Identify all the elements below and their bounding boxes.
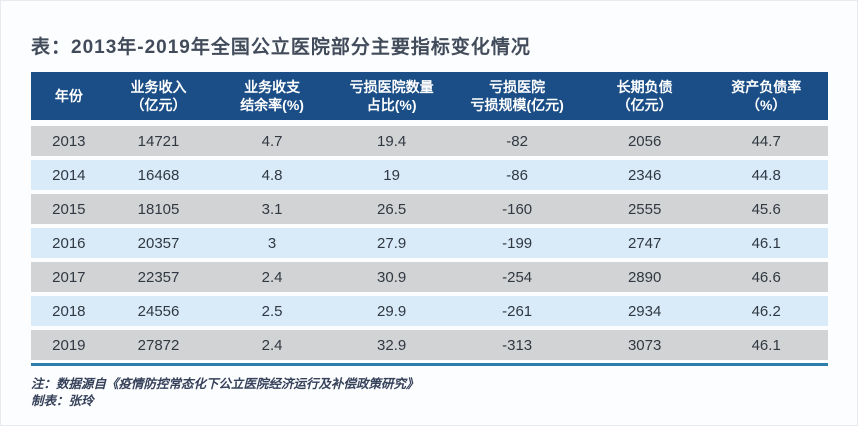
table-cell: 2017 — [52, 268, 86, 286]
table-cell: 4.8 — [261, 166, 283, 184]
table-row-2017: 2017 22357 2.4 30.9 -254 2890 46.6 — [31, 262, 828, 292]
table-cell: 46.1 — [751, 336, 781, 354]
table-cell: 32.9 — [377, 336, 407, 354]
table-cell: 24556 — [137, 302, 180, 320]
table-cell: 4.7 — [261, 132, 283, 150]
table-cell: 2934 — [627, 302, 662, 320]
indicator-table: 年份 业务收入 （亿元） 业务收支 结余率(%) 亏损医院数量 占比(%) 亏损… — [31, 72, 828, 366]
column-header-label: 业务收入 — [130, 79, 187, 95]
table-cell: 2.4 — [261, 268, 283, 286]
column-header-label: 年份 — [54, 88, 83, 104]
footnote-source: 注：数据源自《疫情防控常态化下公立医院经济运行及补偿政策研究》 — [31, 377, 419, 391]
table-cell: 16468 — [137, 166, 180, 184]
column-header-loss-hospital-ratio: 亏损医院数量 占比(%) — [334, 78, 450, 114]
table-cell: 30.9 — [377, 268, 407, 286]
column-header-label: 长期负债 — [616, 79, 673, 95]
table-cell: -160 — [502, 200, 533, 218]
column-header-surplus-rate: 业务收支 结余率(%) — [210, 78, 334, 114]
table-cell: -86 — [506, 166, 528, 184]
table-cell: 2015 — [52, 200, 86, 218]
table-cell: 29.9 — [377, 302, 407, 320]
table-cell: 22357 — [137, 268, 180, 286]
table-cell: 2.5 — [261, 302, 283, 320]
column-header-year: 年份 — [31, 87, 107, 105]
column-header-label: 结余率(%) — [240, 97, 304, 113]
table-cell: 19 — [383, 166, 400, 184]
table-cell: 2019 — [52, 336, 86, 354]
table-row-2015: 2015 18105 3.1 26.5 -160 2555 45.6 — [31, 194, 828, 224]
table-cell: 26.5 — [377, 200, 407, 218]
table-cell: 46.1 — [751, 234, 781, 252]
table-cell: 19.4 — [377, 132, 407, 150]
table-cell: 3073 — [627, 336, 662, 354]
table-cell: 2346 — [627, 166, 662, 184]
table-cell: 14721 — [137, 132, 180, 150]
column-header-revenue: 业务收入 （亿元） — [107, 78, 211, 114]
column-header-label: （亿元） — [130, 97, 187, 113]
column-header-long-term-debt: 长期负债 （亿元） — [585, 78, 705, 114]
table-cell: 2056 — [627, 132, 662, 150]
table-cell: -199 — [502, 234, 533, 252]
table-row-2014: 2014 16468 4.8 19 -86 2346 44.8 — [31, 160, 828, 190]
table-cell: 3 — [267, 234, 277, 252]
table-row-2013: 2013 14721 4.7 19.4 -82 2056 44.7 — [31, 126, 828, 156]
table-cell: 2013 — [52, 132, 86, 150]
table-cell: 46.6 — [751, 268, 781, 286]
table-cell: 27872 — [137, 336, 180, 354]
table-cell: 2890 — [627, 268, 662, 286]
column-header-loss-scale: 亏损医院 亏损规模(亿元) — [449, 78, 584, 114]
table-cell: 2018 — [52, 302, 86, 320]
column-header-label: 资产负债率 — [731, 79, 802, 95]
table-cell: 3.1 — [261, 200, 283, 218]
table-cell: 2555 — [627, 200, 662, 218]
table-cell: 2747 — [627, 234, 662, 252]
table-cell: 18105 — [137, 200, 180, 218]
table-cell: 2.4 — [261, 336, 283, 354]
table-row-2019: 2019 27872 2.4 32.9 -313 3073 46.1 — [31, 330, 828, 360]
table-header-row: 年份 业务收入 （亿元） 业务收支 结余率(%) 亏损医院数量 占比(%) 亏损… — [31, 72, 828, 120]
table-cell: -254 — [502, 268, 533, 286]
footnote-author: 制表：张玲 — [31, 394, 94, 408]
column-header-label: 亏损医院数量 — [349, 79, 434, 95]
table-title: 表：2013年-2019年全国公立医院部分主要指标变化情况 — [31, 37, 531, 58]
table-cell: 20357 — [137, 234, 180, 252]
table-cell: -82 — [506, 132, 528, 150]
table-cell: 44.7 — [751, 132, 781, 150]
table-cell: 2014 — [52, 166, 86, 184]
table-cell: 46.2 — [751, 302, 781, 320]
table-cell: 45.6 — [751, 200, 781, 218]
table-cell: 44.8 — [751, 166, 781, 184]
table-cell: 2016 — [52, 234, 86, 252]
column-header-label: 业务收支 — [244, 79, 301, 95]
table-body: 2013 14721 4.7 19.4 -82 2056 44.7 2014 1… — [31, 126, 828, 360]
table-cell: -261 — [502, 302, 533, 320]
table-cell: 27.9 — [377, 234, 407, 252]
table-cell: -313 — [502, 336, 533, 354]
column-header-label: （%） — [745, 97, 787, 113]
column-header-debt-ratio: 资产负债率 （%） — [704, 78, 828, 114]
table-bottom-rule — [31, 363, 828, 366]
table-row-2016: 2016 20357 3 27.9 -199 2747 46.1 — [31, 228, 828, 258]
column-header-label: 占比(%) — [366, 97, 417, 113]
column-header-label: （亿元） — [616, 97, 673, 113]
column-header-label: 亏损规模(亿元) — [470, 97, 564, 113]
column-header-label: 亏损医院 — [489, 79, 546, 95]
footnotes: 注：数据源自《疫情防控常态化下公立医院经济运行及补偿政策研究》 制表：张玲 — [31, 376, 419, 410]
table-row-2018: 2018 24556 2.5 29.9 -261 2934 46.2 — [31, 296, 828, 326]
